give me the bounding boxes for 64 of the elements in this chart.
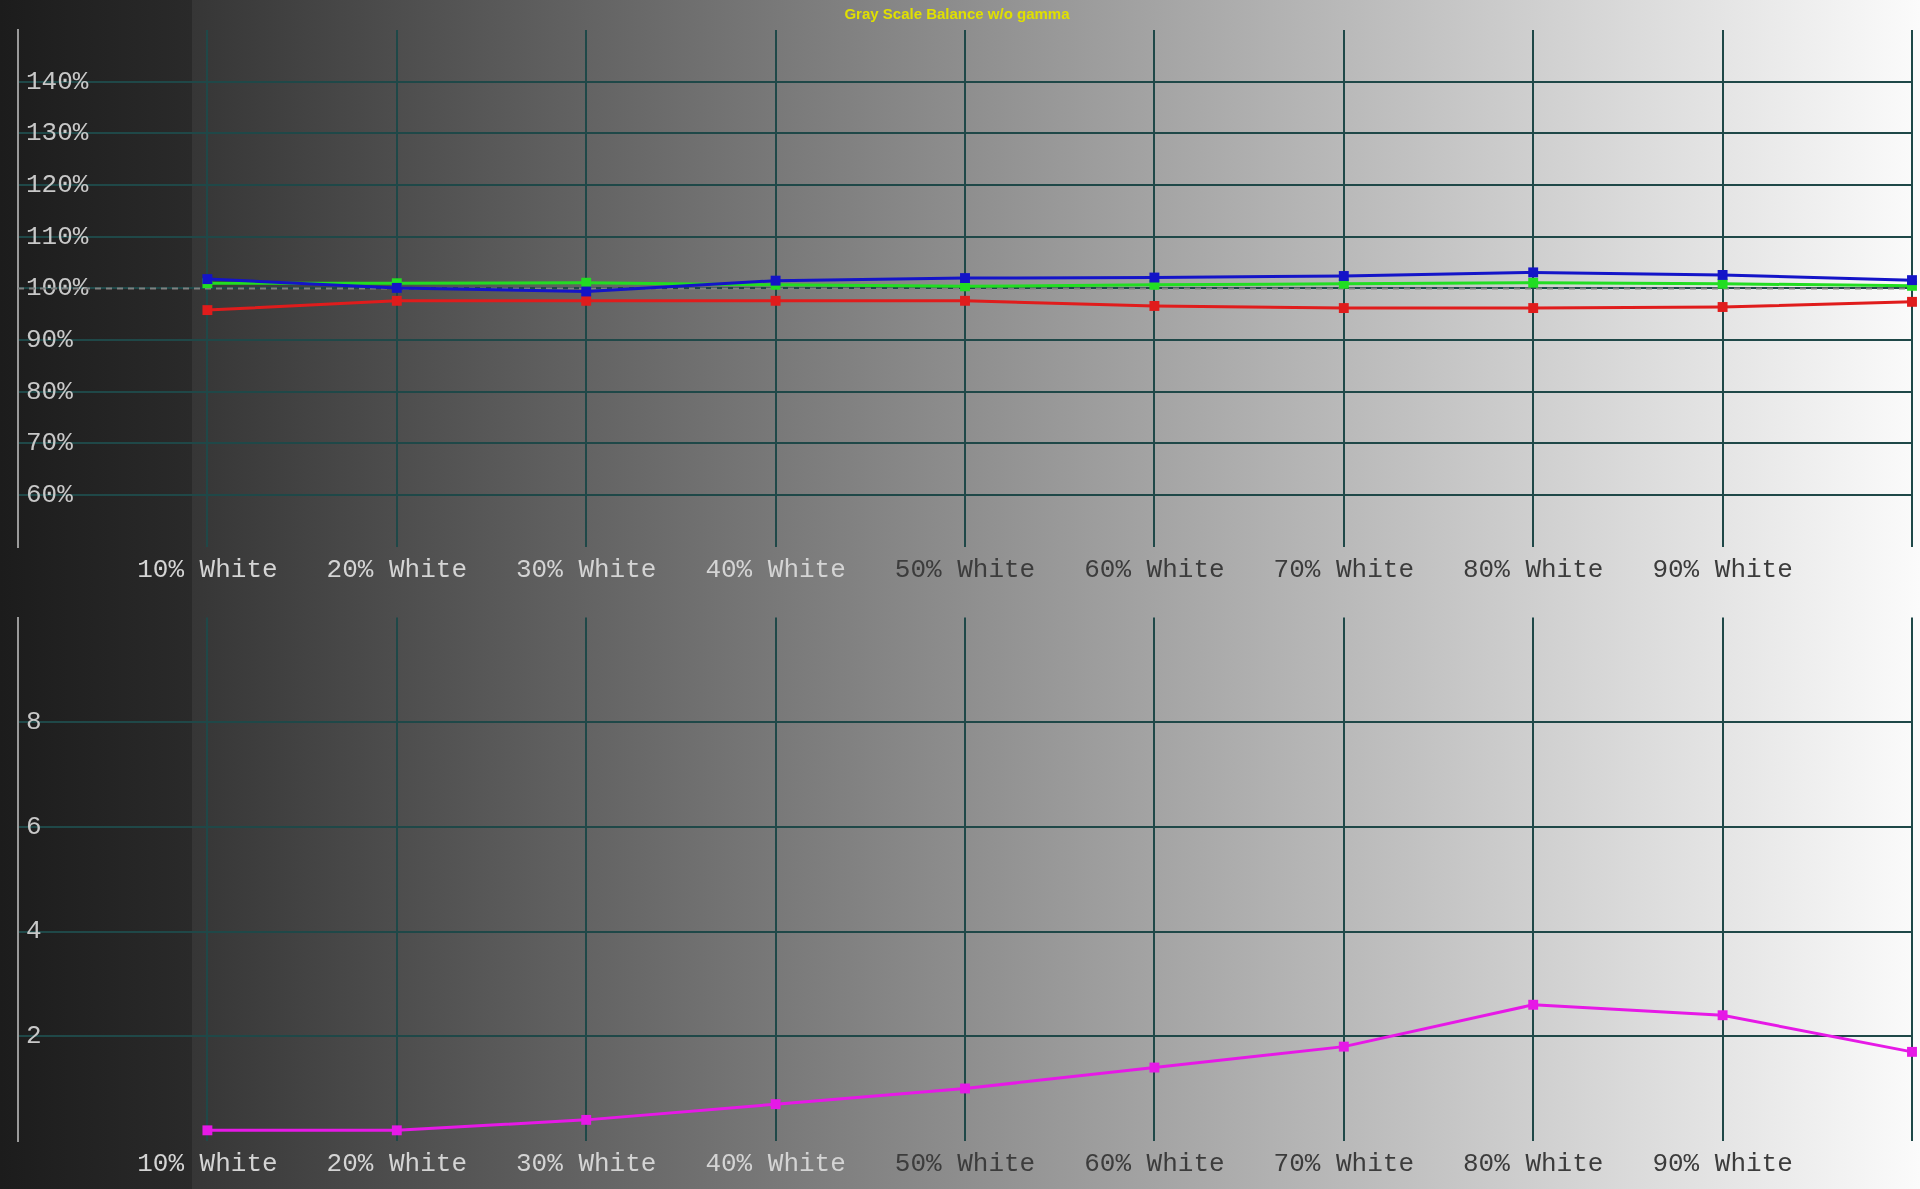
y-tick-label: 130% <box>26 118 89 149</box>
point <box>1149 272 1160 283</box>
point <box>1528 267 1539 278</box>
x-tick-label: 40% White <box>705 1149 846 1180</box>
point <box>1149 1062 1160 1073</box>
x-tick-label: 10% White <box>137 1149 278 1180</box>
point <box>770 1099 781 1110</box>
point <box>1528 303 1539 313</box>
x-tick-label: 50% White <box>894 555 1036 586</box>
y-tick-label: 120% <box>26 169 89 200</box>
point <box>1907 1046 1917 1057</box>
y-tick-label: 60% <box>26 480 74 511</box>
x-tick-label: 90% White <box>1652 1149 1793 1180</box>
x-tick-label: 10% White <box>137 555 278 586</box>
point <box>581 1114 592 1125</box>
x-tick-label: 60% White <box>1084 1149 1225 1180</box>
x-tick-label: 50% White <box>894 1149 1036 1180</box>
point <box>960 273 970 284</box>
y-tick-label: 2 <box>26 1021 42 1052</box>
y-tick-label: 80% <box>26 376 74 407</box>
point <box>391 1125 402 1136</box>
point <box>1907 296 1917 307</box>
point <box>1717 270 1728 280</box>
point <box>1338 303 1349 313</box>
x-tick-label: 90% White <box>1652 555 1793 586</box>
point <box>770 275 781 286</box>
x-tick-label: 20% White <box>326 1149 468 1180</box>
x-tick-label: 70% White <box>1273 555 1415 586</box>
point <box>1717 278 1728 289</box>
point <box>581 286 592 297</box>
point <box>1149 301 1160 311</box>
x-tick-label: 60% White <box>1084 555 1225 586</box>
point <box>960 295 970 306</box>
point <box>1907 275 1917 286</box>
x-tick-label: 80% White <box>1462 1149 1604 1180</box>
x-tick-label: 40% White <box>705 555 846 586</box>
y-tick-label: 4 <box>26 916 42 947</box>
point <box>1338 1041 1349 1052</box>
x-tick-label: 80% White <box>1462 555 1604 586</box>
x-tick-label: 20% White <box>326 555 468 586</box>
point <box>391 295 402 306</box>
y-tick-label: 6 <box>26 811 42 842</box>
x-tick-label: 70% White <box>1273 1149 1415 1180</box>
point <box>581 295 592 306</box>
point <box>1717 1010 1728 1021</box>
point <box>960 1083 970 1094</box>
point <box>1528 999 1539 1010</box>
y-tick-label: 140% <box>26 66 89 97</box>
point <box>202 305 213 316</box>
x-tick-label: 30% White <box>515 555 657 586</box>
point <box>1338 271 1349 281</box>
x-tick-label: 30% White <box>515 1149 657 1180</box>
chart-title: Gray Scale Balance w/o gamma <box>844 5 1071 23</box>
y-tick-label: 70% <box>26 428 74 459</box>
point <box>770 295 781 306</box>
y-tick-label: 8 <box>26 707 42 738</box>
y-tick-label: 110% <box>26 221 89 252</box>
point <box>1528 277 1539 288</box>
y-tick-label: 90% <box>26 324 74 355</box>
point <box>391 282 402 293</box>
y-tick-label: 100% <box>26 273 89 304</box>
point <box>202 274 213 285</box>
point <box>1717 302 1728 312</box>
point <box>202 1125 213 1136</box>
